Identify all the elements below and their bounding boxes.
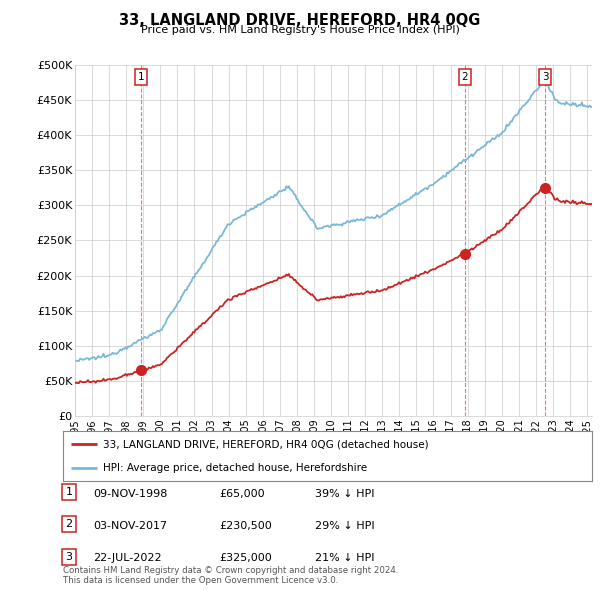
Text: 1: 1 [137,72,144,82]
Text: 22-JUL-2022: 22-JUL-2022 [93,553,161,563]
Text: 3: 3 [542,72,548,82]
Text: £230,500: £230,500 [219,521,272,531]
Text: HPI: Average price, detached house, Herefordshire: HPI: Average price, detached house, Here… [103,463,367,473]
Text: 03-NOV-2017: 03-NOV-2017 [93,521,167,531]
Text: 3: 3 [65,552,73,562]
Text: 29% ↓ HPI: 29% ↓ HPI [315,521,374,531]
Text: 2: 2 [65,519,73,529]
Text: 1: 1 [65,487,73,497]
Text: 33, LANGLAND DRIVE, HEREFORD, HR4 0QG: 33, LANGLAND DRIVE, HEREFORD, HR4 0QG [119,13,481,28]
Text: 33, LANGLAND DRIVE, HEREFORD, HR4 0QG (detached house): 33, LANGLAND DRIVE, HEREFORD, HR4 0QG (d… [103,439,428,449]
Text: £65,000: £65,000 [219,489,265,499]
Text: 09-NOV-1998: 09-NOV-1998 [93,489,167,499]
Text: Price paid vs. HM Land Registry's House Price Index (HPI): Price paid vs. HM Land Registry's House … [140,25,460,35]
Text: Contains HM Land Registry data © Crown copyright and database right 2024.
This d: Contains HM Land Registry data © Crown c… [63,566,398,585]
Text: 39% ↓ HPI: 39% ↓ HPI [315,489,374,499]
Text: 2: 2 [461,72,468,82]
Text: 21% ↓ HPI: 21% ↓ HPI [315,553,374,563]
Text: £325,000: £325,000 [219,553,272,563]
